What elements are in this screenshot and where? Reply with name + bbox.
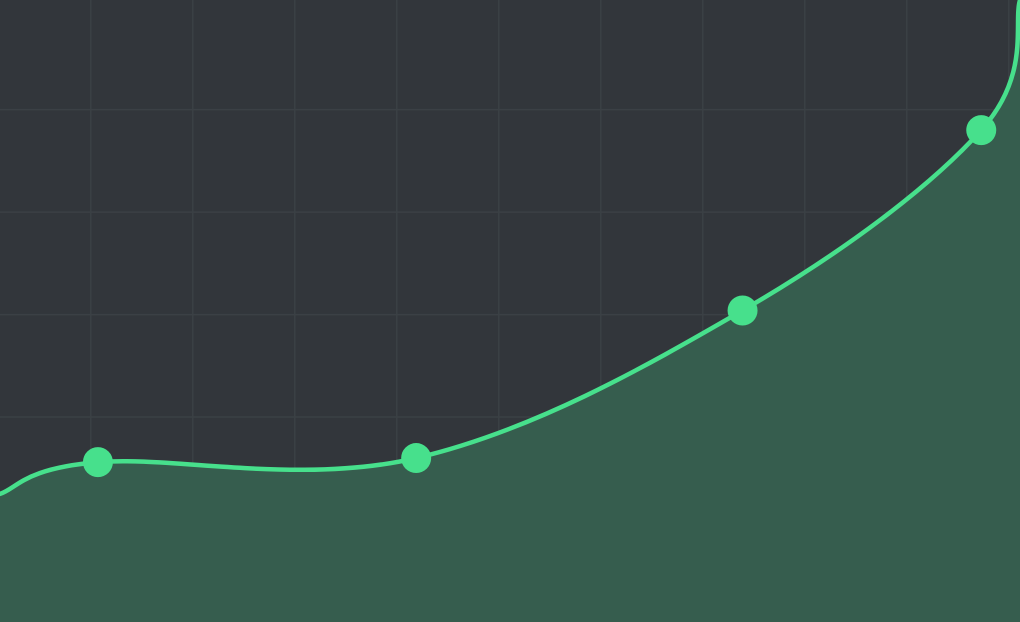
- data-markers: [82, 115, 997, 478]
- data-point-3[interactable]: [727, 295, 758, 326]
- data-point-4[interactable]: [966, 115, 997, 146]
- data-point-1[interactable]: [82, 447, 113, 478]
- data-point-2[interactable]: [401, 443, 432, 474]
